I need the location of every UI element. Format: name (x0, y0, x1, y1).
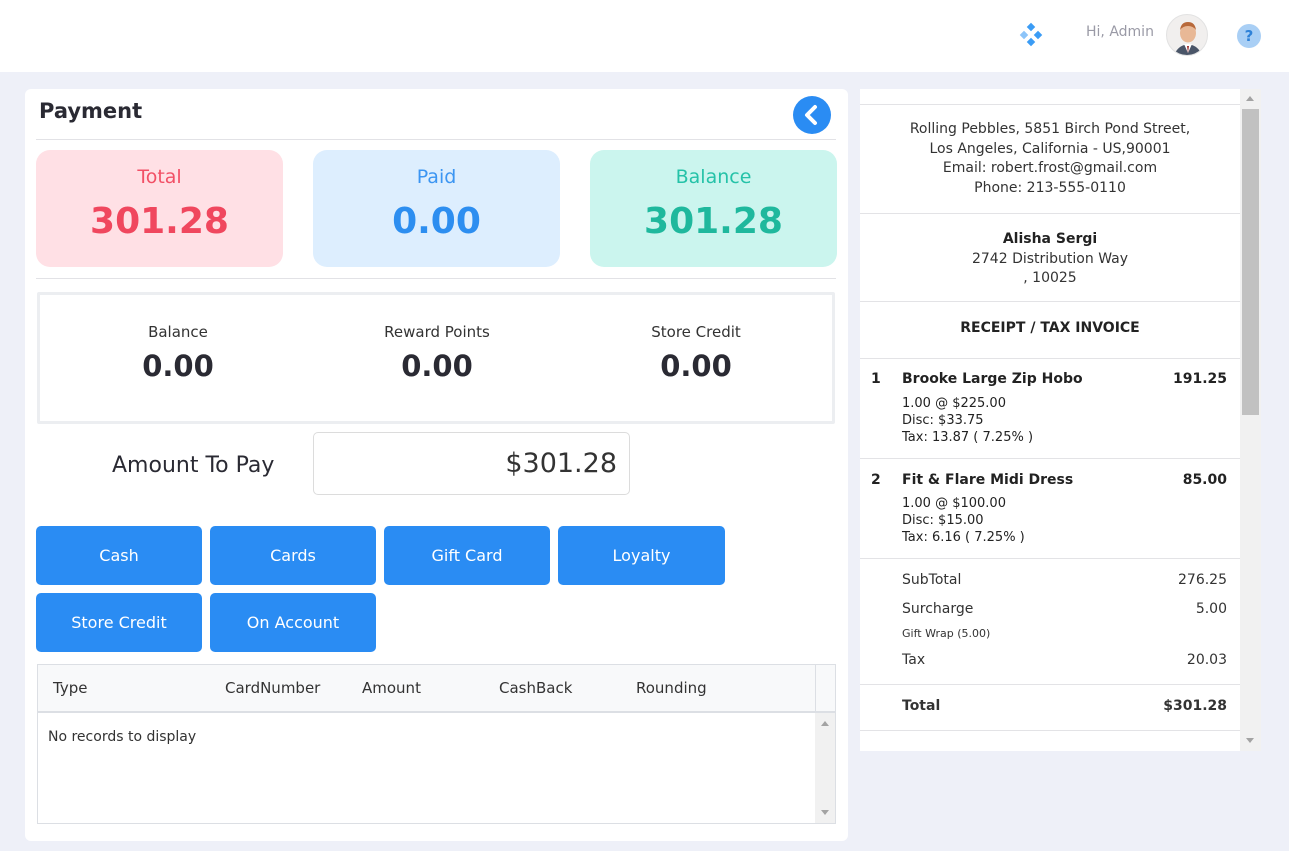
store-address-line1: Rolling Pebbles, 5851 Birch Pond Street, (909, 121, 1191, 137)
reward-points-value: 0.00 (401, 349, 473, 383)
empty-message: No records to display (48, 729, 197, 745)
column-header-type[interactable]: Type (53, 679, 88, 697)
item-number: 2 (871, 472, 881, 488)
paid-card: Paid 0.00 (313, 150, 560, 267)
apps-icon[interactable] (1018, 22, 1044, 48)
item-name: Fit & Flare Midi Dress (902, 472, 1074, 488)
item-name: Brooke Large Zip Hobo (902, 371, 1083, 387)
total-value: 301.28 (90, 201, 229, 242)
item-qty-price: 1.00 @ $225.00 (902, 396, 1006, 411)
store-email: Email: robert.frost@gmail.com (942, 160, 1158, 176)
cash-button[interactable]: Cash (36, 526, 202, 585)
surcharge-value: 5.00 (1195, 601, 1227, 617)
store-address-line2: Los Angeles, California - US,90001 (929, 140, 1171, 157)
tax-label: Tax (902, 652, 926, 668)
amount-to-pay-label: Amount To Pay (112, 453, 275, 478)
page-title: Payment (39, 99, 143, 123)
tax-value: 20.03 (1186, 652, 1227, 668)
item-discount: Disc: $33.75 (902, 413, 984, 428)
store-credit-label: Store Credit (651, 323, 741, 341)
store-phone: Phone: 213-555-0110 (974, 179, 1126, 196)
divider (860, 213, 1240, 214)
total-label: Total (902, 698, 941, 714)
store-info: Rolling Pebbles, 5851 Birch Pond Street,… (860, 120, 1240, 198)
customer-info: Alisha Sergi 2742 Distribution Way , 100… (860, 230, 1240, 289)
divider (860, 558, 1240, 559)
grid-header-spacer (815, 665, 835, 713)
column-header-rounding[interactable]: Rounding (636, 679, 707, 697)
item-total: 85.00 (1182, 472, 1227, 488)
scrollbar-thumb[interactable] (1242, 109, 1259, 415)
receipt-panel: Rolling Pebbles, 5851 Birch Pond Street,… (860, 89, 1261, 751)
item-details: 1.00 @ $225.00 Disc: $33.75 Tax: 13.87 (… (902, 395, 1033, 446)
reward-points-label: Reward Points (384, 323, 490, 341)
surcharge-label: Surcharge (902, 601, 974, 617)
receipt: Rolling Pebbles, 5851 Birch Pond Street,… (860, 89, 1240, 751)
surcharge-note: Gift Wrap (5.00) (902, 627, 991, 640)
top-bar: Hi, Admin ? (0, 0, 1289, 72)
divider (860, 358, 1240, 359)
item-discount: Disc: $15.00 (902, 513, 984, 528)
column-header-amount[interactable]: Amount (362, 679, 421, 697)
item-number: 1 (871, 371, 881, 387)
total-value: $301.28 (1163, 698, 1227, 714)
paid-label: Paid (416, 166, 457, 188)
loyalty-button[interactable]: Loyalty (558, 526, 725, 585)
item-tax: Tax: 6.16 ( 7.25% ) (902, 530, 1025, 545)
item-qty-price: 1.00 @ $100.00 (902, 496, 1006, 511)
grid-scrollbar[interactable] (815, 713, 835, 823)
divider (860, 458, 1240, 459)
user-greeting: Hi, Admin (1086, 24, 1154, 40)
amount-to-pay-input[interactable] (313, 432, 630, 495)
balance-label: Balance (675, 166, 752, 188)
scroll-down-icon[interactable] (821, 810, 829, 815)
on-account-button[interactable]: On Account (210, 593, 376, 652)
divider (860, 301, 1240, 302)
account-balance: Balance 0.00 (78, 323, 278, 383)
grid-header: Type CardNumber Amount CashBack Rounding (38, 665, 815, 713)
subtotal-label: SubTotal (902, 572, 962, 588)
total-card: Total 301.28 (36, 150, 283, 267)
divider (36, 139, 836, 140)
divider (36, 278, 836, 279)
reward-points: Reward Points 0.00 (337, 323, 537, 383)
scroll-down-icon[interactable] (1246, 738, 1254, 743)
customer-address-line1: 2742 Distribution Way (971, 250, 1129, 267)
store-credit-button[interactable]: Store Credit (36, 593, 202, 652)
gift-card-button[interactable]: Gift Card (384, 526, 550, 585)
receipt-heading: RECEIPT / TAX INVOICE (960, 320, 1140, 336)
account-balance-value: 0.00 (142, 349, 214, 383)
divider (860, 730, 1240, 731)
scroll-up-icon[interactable] (1246, 96, 1254, 101)
total-label: Total (137, 166, 182, 188)
divider (860, 684, 1240, 685)
item-tax: Tax: 13.87 ( 7.25% ) (902, 430, 1034, 445)
divider (860, 104, 1240, 105)
receipt-scrollbar[interactable] (1240, 89, 1261, 751)
scroll-up-icon[interactable] (821, 721, 829, 726)
payment-panel: Payment Total 301.28 Paid 0.00 Balance 3… (25, 89, 848, 841)
back-button[interactable] (793, 96, 831, 134)
help-icon[interactable]: ? (1237, 24, 1261, 48)
customer-address-line2: , 10025 (1023, 270, 1077, 286)
balance-value: 301.28 (644, 201, 783, 242)
subtotal-value: 276.25 (1178, 572, 1227, 588)
avatar[interactable] (1166, 14, 1208, 56)
item-total: 191.25 (1172, 371, 1227, 387)
account-summary: Balance 0.00 Reward Points 0.00 Store Cr… (37, 292, 835, 424)
cards-button[interactable]: Cards (210, 526, 376, 585)
balance-card: Balance 301.28 (590, 150, 837, 267)
column-header-card-number[interactable]: CardNumber (225, 679, 321, 697)
customer-name: Alisha Sergi (1002, 231, 1098, 247)
paid-value: 0.00 (392, 201, 481, 242)
account-balance-label: Balance (148, 323, 208, 341)
column-header-cashback[interactable]: CashBack (499, 679, 573, 697)
payments-grid: Type CardNumber Amount CashBack Rounding… (37, 664, 836, 824)
item-details: 1.00 @ $100.00 Disc: $15.00 Tax: 6.16 ( … (902, 495, 1025, 546)
store-credit: Store Credit 0.00 (596, 323, 796, 383)
chevron-left-icon (805, 105, 817, 125)
store-credit-value: 0.00 (660, 349, 732, 383)
